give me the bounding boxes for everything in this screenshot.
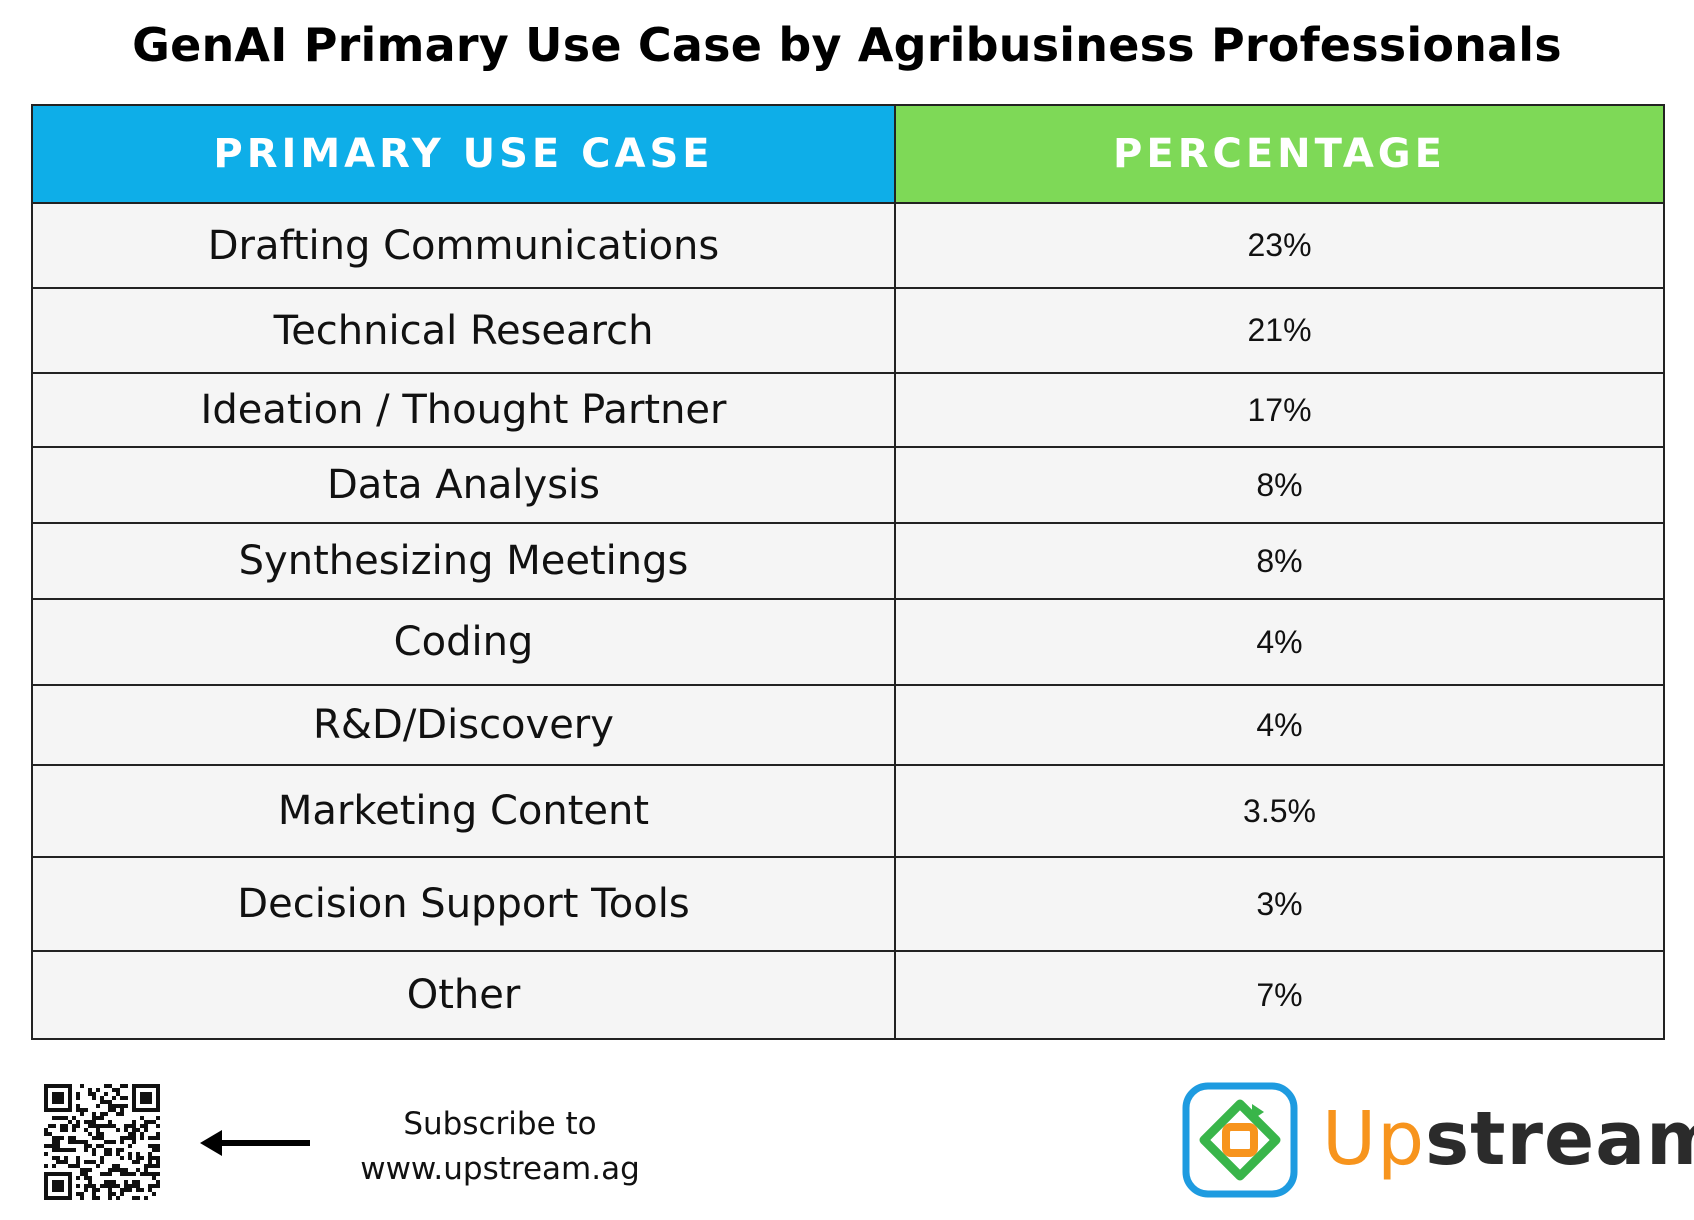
percentage-value: 17% [894, 372, 1665, 448]
percentage-value: 4% [894, 598, 1665, 686]
subscribe-line-1: Subscribe to [403, 1106, 597, 1142]
percentage-value: 21% [894, 287, 1665, 374]
qr-code-icon [44, 1084, 160, 1200]
subscribe-text: Subscribe to www.upstream.ag [340, 1102, 660, 1192]
percentage-value: 4% [894, 684, 1665, 766]
use-case-label: Ideation / Thought Partner [31, 372, 896, 448]
table-row: Technical Research 21% [31, 287, 1665, 374]
chart-title: GenAI Primary Use Case by Agribusiness P… [132, 18, 1562, 72]
header-primary-use-case: PRIMARY USE CASE [31, 104, 896, 204]
use-case-label: Other [31, 950, 896, 1040]
header-percentage: PERCENTAGE [894, 104, 1665, 204]
percentage-value: 23% [894, 202, 1665, 289]
table-header-row: PRIMARY USE CASE PERCENTAGE [31, 104, 1665, 204]
table-row: Ideation / Thought Partner 17% [31, 372, 1665, 448]
percentage-value: 7% [894, 950, 1665, 1040]
subscribe-url[interactable]: www.upstream.ag [360, 1151, 640, 1187]
arrow-left-icon [200, 1130, 310, 1156]
use-case-label: Synthesizing Meetings [31, 522, 896, 600]
table-row: Decision Support Tools 3% [31, 856, 1665, 952]
table-row: Drafting Communications 23% [31, 202, 1665, 289]
table-row: Data Analysis 8% [31, 446, 1665, 524]
table-body: Drafting Communications 23% Technical Rese… [31, 202, 1665, 1040]
use-case-label: Data Analysis [31, 446, 896, 524]
upstream-wordmark: Upstream [1322, 1094, 1694, 1184]
percentage-value: 3.5% [894, 764, 1665, 858]
use-case-label: Coding [31, 598, 896, 686]
use-case-label: Marketing Content [31, 764, 896, 858]
wordmark-up: Up [1322, 1096, 1426, 1182]
wordmark-stream: stream [1425, 1096, 1694, 1182]
table-row: Marketing Content 3.5% [31, 764, 1665, 858]
table-row: Other 7% [31, 950, 1665, 1040]
percentage-value: 8% [894, 446, 1665, 524]
table-row: Coding 4% [31, 598, 1665, 686]
use-case-label: Technical Research [31, 287, 896, 374]
upstream-logo-icon [1182, 1082, 1298, 1198]
use-case-table: PRIMARY USE CASE PERCENTAGE Drafting Com… [31, 104, 1665, 1040]
table-row: R&D/Discovery 4% [31, 684, 1665, 766]
percentage-value: 3% [894, 856, 1665, 952]
percentage-value: 8% [894, 522, 1665, 600]
use-case-label: R&D/Discovery [31, 684, 896, 766]
use-case-label: Decision Support Tools [31, 856, 896, 952]
table-row: Synthesizing Meetings 8% [31, 522, 1665, 600]
use-case-label: Drafting Communications [31, 202, 896, 289]
